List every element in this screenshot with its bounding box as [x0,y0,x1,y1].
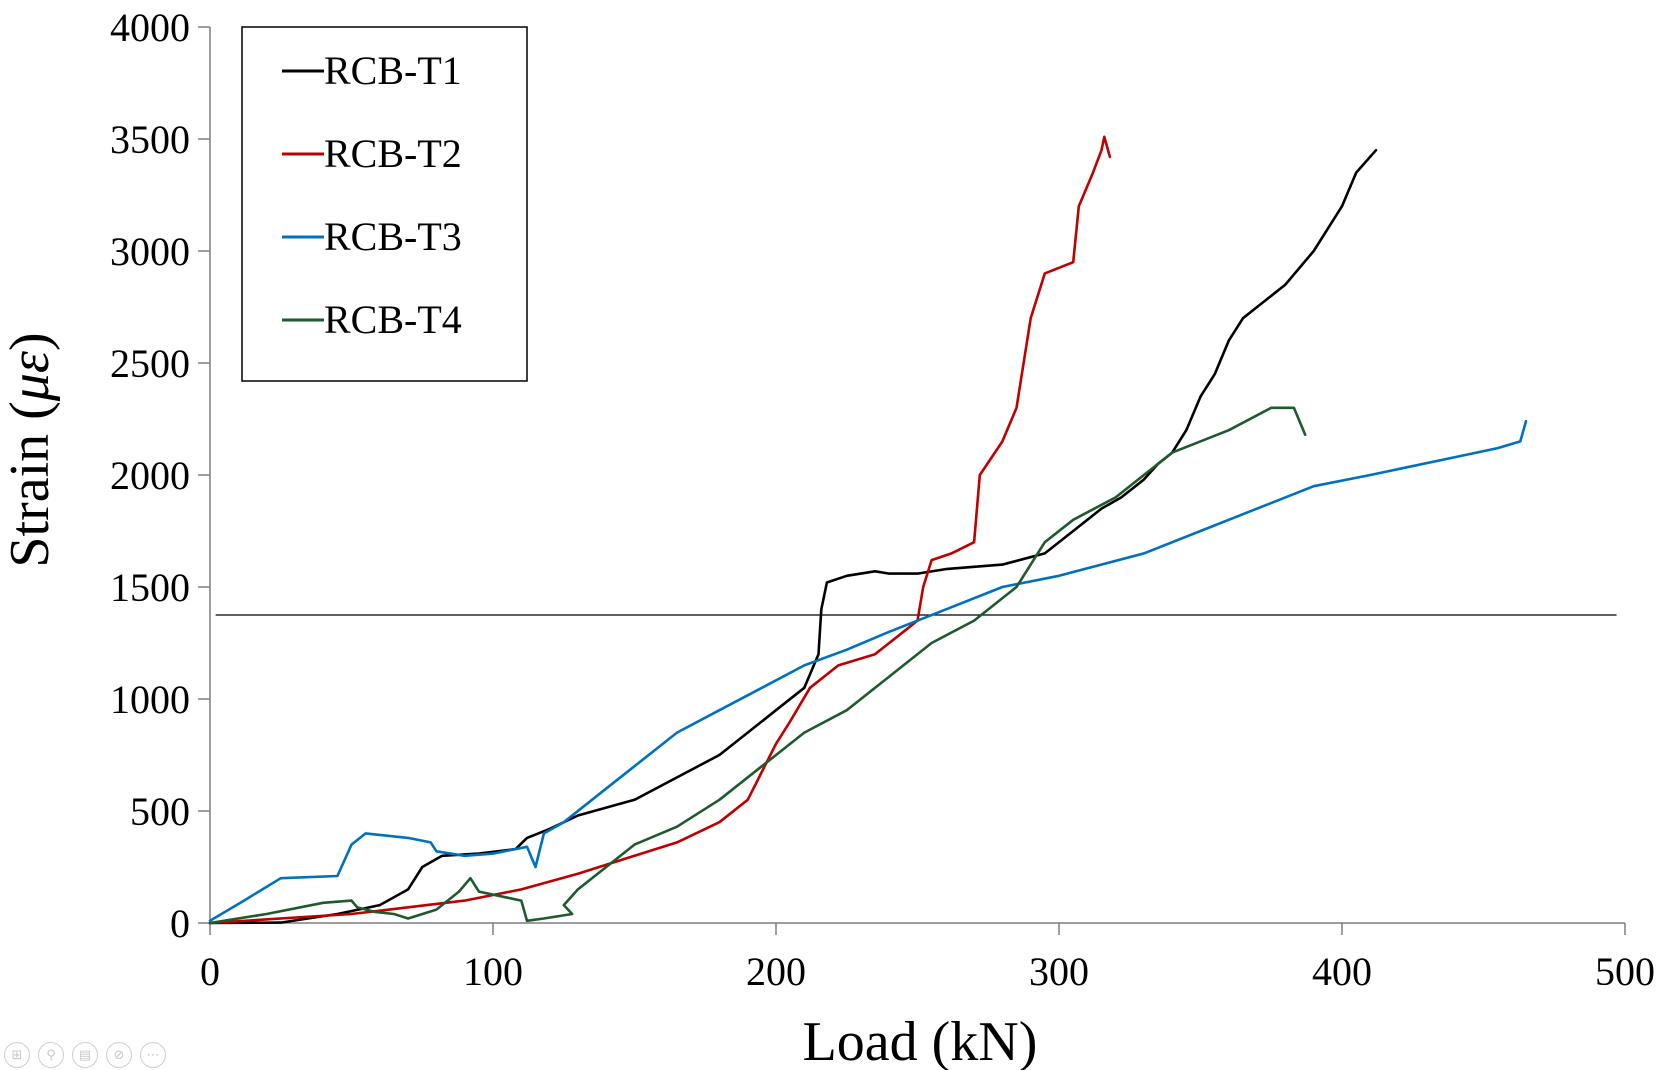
layout-icon[interactable]: ⊞ [4,1042,30,1068]
y-tick-label: 1500 [110,565,190,610]
y-tick-label: 0 [170,901,190,946]
x-tick-label: 500 [1595,949,1655,994]
legend-label: RCB-T4 [324,297,462,342]
more-icon[interactable]: ⋯ [140,1042,166,1068]
notes-icon[interactable]: ▤ [72,1042,98,1068]
x-tick-label: 200 [746,949,806,994]
y-tick-label: 4000 [110,5,190,50]
legend-label: RCB-T1 [324,48,462,93]
slide-toolbar: ⊞ ⚲ ▤ ⊘ ⋯ [4,1042,166,1068]
series-layer [208,135,1528,925]
y-tick-label: 3500 [110,117,190,162]
legend-box [241,26,528,382]
legend-label: RCB-T2 [324,131,462,176]
x-axis-title: Load (kN) [803,1011,1038,1070]
x-tick-label: 400 [1312,949,1372,994]
y-tick-label: 500 [130,789,190,834]
y-axis-title-main: Strain ( [0,401,61,567]
x-tick-label: 0 [200,949,220,994]
zoom-icon[interactable]: ⚲ [38,1042,64,1068]
y-tick-label: 1000 [110,677,190,722]
legend-label: RCB-T3 [324,214,462,259]
axes [198,26,1626,935]
series-line-rcb-t2 [208,135,1112,925]
y-tick-label: 2500 [110,341,190,386]
x-tick-label: 300 [1029,949,1089,994]
y-tick-label: 3000 [110,229,190,274]
video-off-icon[interactable]: ⊘ [106,1042,132,1068]
x-tick-label: 100 [463,949,523,994]
y-axis-title: Strain (με) [0,332,61,567]
legend: RCB-T1 RCB-T2 RCB-T3 RCB-T4 [241,26,528,382]
series-line-rcb-t1 [208,148,1378,925]
series-line-rcb-t4 [208,406,1307,925]
tick-labels: 0 500 1000 1500 2000 2500 3000 3500 4000 0 100 200 3… [110,5,1655,994]
y-axis-title-close: ) [0,332,61,351]
y-tick-label: 2000 [110,453,190,498]
series-line-rcb-t3 [208,419,1528,923]
y-axis-title-symbol: με [0,350,61,402]
